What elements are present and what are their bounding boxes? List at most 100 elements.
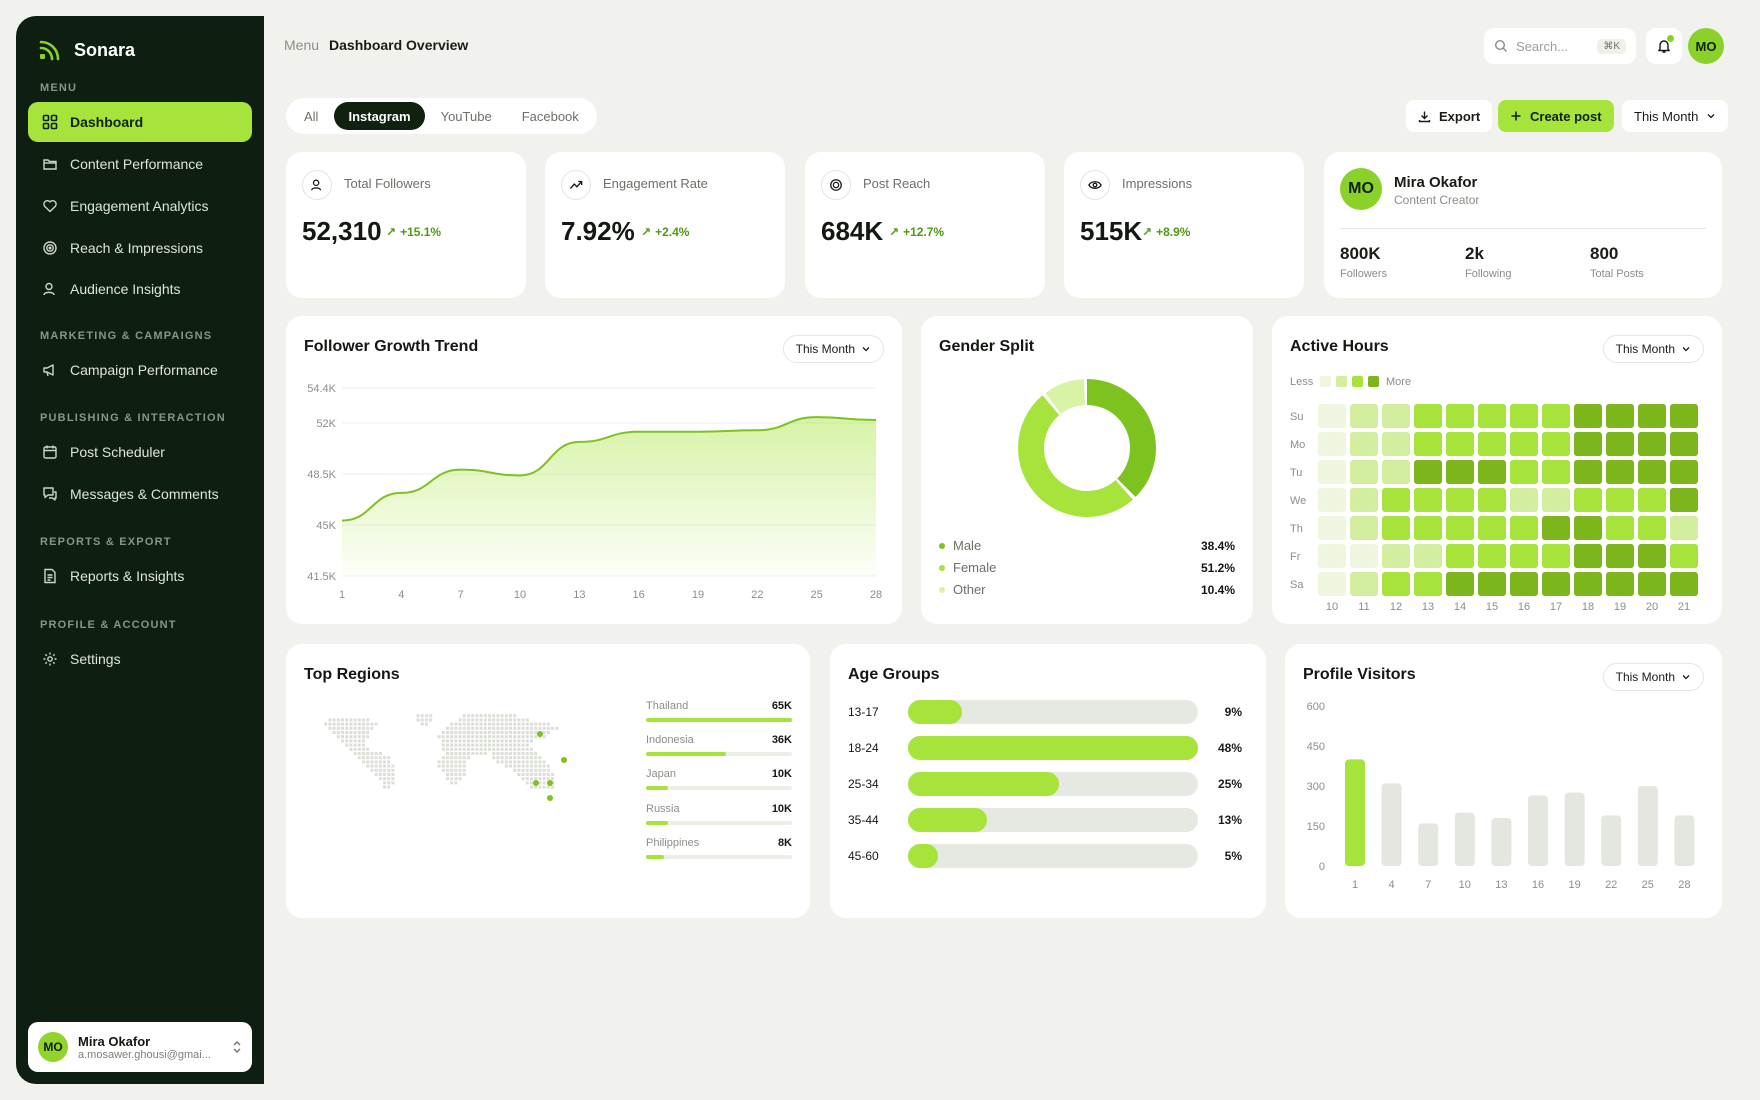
map-dot [458,760,462,764]
heatmap-cell [1382,432,1410,456]
map-dot [450,739,454,743]
map-dot [517,752,521,755]
map-dot [378,777,382,781]
map-dot [525,781,529,785]
avatar[interactable]: MO [1688,28,1724,64]
stat-label: Post Reach [863,176,931,191]
map-dot [336,735,340,739]
map-dot [328,726,332,730]
heatmap-cell [1414,544,1442,568]
notifications-button[interactable] [1646,28,1682,64]
sidebar-item-reach-impressions[interactable]: Reach & Impressions [28,228,252,268]
active-hours-heatmap: Less More Su Mo Tu We Th Fr Sa 10 11 12 13 14 15 16 17 18… [1290,376,1698,613]
sidebar-item-engagement-analytics[interactable]: Engagement Analytics [28,186,252,226]
map-dot [446,735,449,739]
sidebar-item-audience-insights[interactable]: Audience Insights [28,269,252,309]
map-dot [521,773,525,776]
map-dot [366,764,370,768]
map-dot [437,735,441,739]
x-tick-label: 4 [1389,879,1395,891]
map-dot [513,752,517,755]
map-dot [450,768,454,772]
map-dot [538,781,542,785]
map-dot [488,743,491,747]
map-dot [517,768,521,772]
sidebar-item-post-scheduler[interactable]: Post Scheduler [28,432,252,472]
period-dropdown[interactable]: This Month [1622,100,1729,132]
map-dot [546,764,550,768]
map-dot [509,756,512,760]
map-dot [525,726,529,730]
map-dot [349,718,353,722]
brand[interactable]: Sonara [38,38,135,62]
map-dot [521,718,525,722]
map-dot [471,743,475,747]
map-dot [357,726,361,730]
map-dot [450,764,454,768]
create-post-button[interactable]: Create post [1498,100,1614,132]
arrow-up-right-icon: ↗ [386,225,397,239]
sidebar-item-messages-comments[interactable]: Messages & Comments [28,474,252,514]
map-dot [450,735,454,739]
row-label: Fr [1290,551,1301,563]
map-dot [349,743,353,747]
search-input[interactable]: Search... ⌘K [1484,28,1636,64]
map-dot [504,760,508,764]
tab-facebook[interactable]: Facebook [521,108,579,124]
map-dot [450,726,454,730]
map-dot [517,764,521,768]
x-tick-label: 10 [1459,879,1471,891]
map-dot [492,722,496,726]
map-dot [446,739,449,743]
map-dot [492,731,496,734]
map-dot [387,764,391,768]
map-dot [462,752,466,755]
map-dot [530,781,533,785]
export-button[interactable]: Export [1406,100,1493,132]
map-dot [517,773,521,776]
y-tick-label: 450 [1307,741,1325,753]
sidebar-item-label: Engagement Analytics [70,198,209,214]
map-dot [458,777,462,781]
visitor-bar [1601,815,1622,866]
sidebar-item-settings[interactable]: Settings [28,639,252,679]
sidebar-profile-card[interactable]: MO Mira Okafor a.mosawer.ghousi@gmai... [28,1022,252,1072]
map-dot [441,764,445,768]
tab-instagram[interactable]: Instagram [334,102,425,130]
map-dot [353,731,357,734]
map-dot [513,731,517,734]
map-dot [441,760,445,764]
visitor-bar [1345,759,1365,866]
breadcrumb-menu[interactable]: Menu [284,37,320,53]
visitor-bar [1528,795,1548,866]
map-dot [454,777,458,781]
map-dot [488,735,491,739]
chevron-up-down-icon[interactable] [232,1040,242,1054]
map-dot [504,756,508,760]
age-label: 25-34 [848,777,879,791]
sidebar-item-dashboard[interactable]: Dashboard [28,102,252,142]
region-bar-fill [646,752,727,756]
map-dot [349,722,353,726]
map-dot [504,743,508,747]
map-dot [328,722,332,726]
heatmap-cell [1638,572,1666,596]
map-dot [383,781,386,785]
period-dropdown[interactable]: This Month [782,335,884,363]
col-label: 14 [1454,601,1466,613]
map-dot [483,739,487,743]
heatmap-cell [1638,544,1666,568]
tab-all[interactable]: All [304,108,319,124]
tab-youtube[interactable]: YouTube [440,108,492,124]
sidebar-item-content-performance[interactable]: Content Performance [28,144,252,184]
heatmap-cell [1606,460,1634,484]
period-dropdown[interactable]: This Month [1602,335,1704,363]
profile-email: a.mosawer.ghousi@gmai... [78,1048,211,1061]
sidebar-item-campaign-performance[interactable]: Campaign Performance [28,350,252,390]
map-dot [357,739,361,743]
map-dot [437,760,441,764]
region-row: Philippines 8K [646,837,792,859]
map-dot [525,760,529,764]
sidebar-item-reports-insights[interactable]: Reports & Insights [28,556,252,596]
period-dropdown[interactable]: This Month [1602,663,1704,691]
